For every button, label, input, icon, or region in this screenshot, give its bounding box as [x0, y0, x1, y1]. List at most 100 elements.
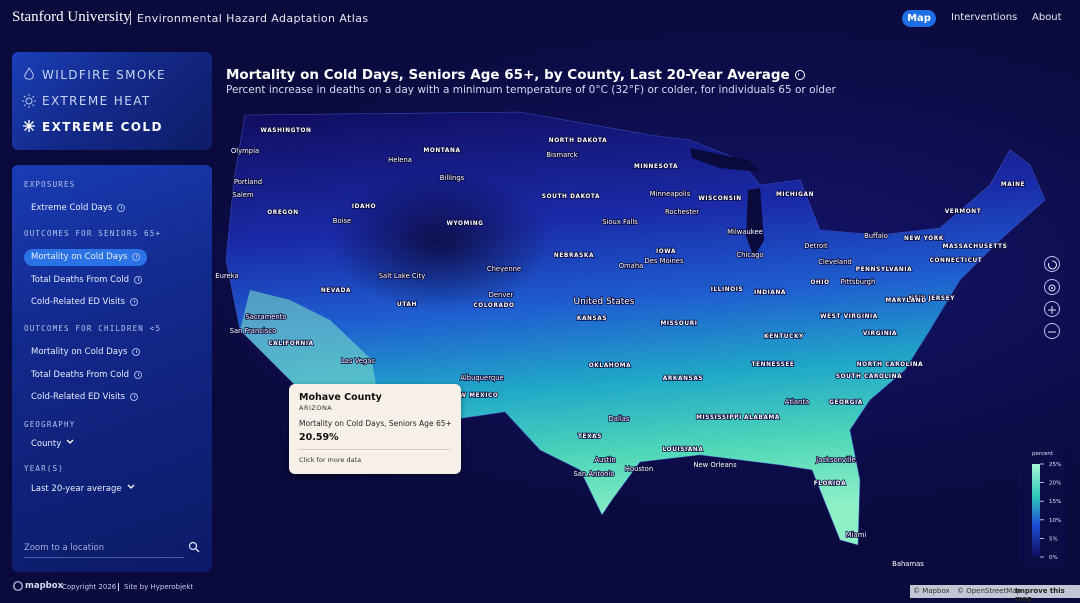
menu-item[interactable]: Mortality on Cold Days — [31, 347, 141, 357]
tooltip-state: ARIZONA — [299, 404, 333, 412]
state-label: MONTANA — [423, 148, 460, 154]
flame-icon — [24, 67, 34, 80]
state-label: SOUTH CAROLINA — [836, 374, 902, 380]
place-label: San Francisco — [230, 327, 277, 335]
california-coast-band — [240, 290, 380, 410]
dropdown[interactable]: County — [31, 438, 75, 449]
mapbox-brand[interactable]: mapbox — [25, 581, 64, 591]
legend-tick-label: 10% — [1049, 518, 1061, 524]
search-icon[interactable] — [188, 541, 200, 553]
search-input[interactable]: Zoom to a location — [24, 543, 105, 553]
copyright: Copyright 2026 — [62, 583, 117, 591]
state-label: FLORIDA — [814, 481, 847, 487]
state-label: TENNESSEE — [752, 362, 795, 368]
menu-item[interactable]: Cold-Related ED Visits — [31, 392, 139, 402]
state-label: WISCONSIN — [698, 196, 741, 202]
chevron — [127, 484, 135, 489]
place-label: Rochester — [665, 208, 699, 216]
attribution[interactable]: © Mapbox — [913, 587, 950, 595]
menu-item[interactable]: Total Deaths From Cold — [31, 275, 143, 285]
state-label: OHIO — [810, 280, 829, 286]
state-label: WEST VIRGINIA — [820, 314, 878, 320]
tooltip-value: 20.59% — [299, 432, 339, 443]
site-title[interactable]: Environmental Hazard Adaptation Atlas — [137, 12, 369, 25]
nav-link[interactable]: Map — [902, 10, 936, 27]
hazard-icons — [22, 67, 36, 132]
place-label: Omaha — [619, 262, 644, 270]
attribution[interactable]: Improve this map — [1015, 587, 1065, 603]
info-icon[interactable] — [134, 370, 143, 379]
state-label: VIRGINIA — [863, 331, 897, 337]
state-label: KENTUCKY — [764, 334, 804, 340]
tooltip[interactable]: Mohave County ARIZONA Mortality on Cold … — [289, 384, 461, 474]
state-label: PENNSYLVANIA — [856, 267, 912, 273]
state-label: CONNECTICUT — [930, 258, 983, 264]
state-label: MINNESOTA — [634, 164, 678, 170]
dropdown[interactable]: Last 20-year average — [31, 483, 136, 494]
hazard-option[interactable]: WILDFIRE SMOKE — [42, 68, 166, 82]
title-text: Mortality on Cold Days, Seniors Age 65+,… — [226, 67, 790, 83]
lake-michigan — [746, 188, 764, 258]
state-label: WYOMING — [446, 221, 483, 227]
place-label: Albuquerque — [460, 374, 503, 382]
menu-item[interactable]: Extreme Cold Days — [31, 203, 126, 213]
hazard-option-active[interactable]: EXTREME COLD — [42, 120, 163, 134]
place-label: Cleveland — [818, 258, 852, 266]
place-label: Jacksonville — [815, 456, 856, 464]
snowflake-icon — [23, 120, 35, 132]
mountain-shade — [330, 170, 550, 310]
place-label: Las Vegas — [341, 357, 375, 365]
nav-link[interactable]: About — [1032, 12, 1062, 23]
sun-rays — [22, 94, 36, 108]
info-icon[interactable] — [132, 347, 141, 356]
place-label: Olympia — [231, 147, 259, 155]
logo[interactable]: Stanford University — [12, 9, 131, 25]
state-label: INDIANA — [754, 290, 786, 296]
zoom-in-button[interactable] — [1044, 301, 1060, 317]
zoom-out-button[interactable] — [1044, 323, 1060, 339]
map-title: Mortality on Cold Days, Seniors Age 65+,… — [226, 67, 805, 83]
state-label: WASHINGTON — [260, 128, 311, 134]
place-label: Portland — [234, 178, 262, 186]
tooltip-link[interactable]: Click for more data — [299, 456, 362, 464]
state-label: KANSAS — [577, 316, 607, 322]
reset-bearing-button[interactable] — [1044, 256, 1060, 272]
info-icon[interactable] — [117, 203, 126, 212]
state-label: NEW JERSEY — [909, 296, 955, 302]
place-label: Atlanta — [785, 398, 809, 406]
hazard-option[interactable]: EXTREME HEAT — [42, 94, 151, 108]
info-icon[interactable] — [132, 252, 141, 261]
credit[interactable]: Site by Hyperobjekt — [124, 583, 194, 591]
attribution[interactable]: © OpenStreetMap — [957, 587, 1021, 595]
info-icon[interactable] — [134, 275, 143, 284]
tooltip-divider — [299, 449, 451, 450]
menu-item[interactable]: Cold-Related ED Visits — [31, 297, 139, 307]
info-icon[interactable] — [794, 70, 805, 80]
section-title: EXPOSURES — [24, 180, 76, 189]
place-label: Cheyenne — [487, 265, 521, 273]
place-label: Houston — [625, 465, 653, 473]
place-label: Minneapolis — [650, 190, 691, 198]
state-label: SOUTH DAKOTA — [542, 194, 600, 200]
tooltip-metric: Mortality on Cold Days, Seniors Age 65+ — [299, 419, 452, 428]
state-label: ARKANSAS — [663, 376, 703, 382]
place-label: Pittsburgh — [841, 278, 876, 286]
menu-item-active[interactable]: Mortality on Cold Days — [24, 249, 148, 266]
state-label: COLORADO — [473, 303, 514, 309]
locate-button[interactable] — [1044, 279, 1060, 295]
state-label: MISSOURI — [660, 321, 697, 327]
state-label: MASSACHUSETTS — [943, 244, 1008, 250]
info-icon[interactable] — [130, 392, 139, 401]
state-label: VERMONT — [945, 209, 982, 215]
place-label: Sacramento — [245, 313, 286, 321]
sun-icon — [25, 97, 33, 105]
state-label: UTAH — [397, 302, 417, 308]
legend-tick-label: 0% — [1049, 555, 1058, 561]
icon — [1048, 306, 1056, 314]
state-label: NEW MEXICO — [450, 393, 499, 399]
nav-link[interactable]: Interventions — [951, 12, 1018, 23]
state-label: IOWA — [656, 249, 676, 255]
info-icon[interactable] — [130, 297, 139, 306]
menu-item[interactable]: Total Deaths From Cold — [31, 370, 143, 380]
